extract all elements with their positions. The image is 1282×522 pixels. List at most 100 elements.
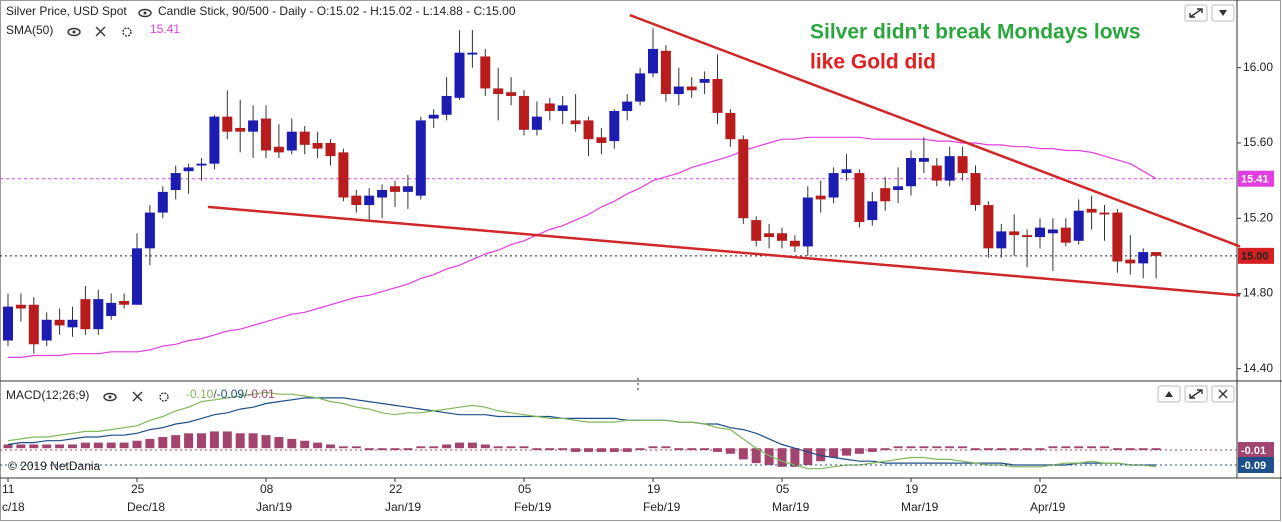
- candle-body: [970, 173, 981, 206]
- candle-body: [390, 186, 400, 192]
- histogram-bar: [480, 444, 490, 449]
- down-button[interactable]: [1211, 4, 1235, 22]
- y-tick-label: 14.40: [1243, 361, 1273, 375]
- expand-button[interactable]: [1184, 385, 1208, 403]
- candle-body: [441, 95, 452, 115]
- candle-body: [312, 142, 323, 149]
- histogram-bar: [854, 448, 864, 454]
- eye-icon[interactable]: [67, 27, 81, 37]
- candle-body: [686, 86, 697, 91]
- close-icon[interactable]: [132, 391, 143, 402]
- candle-body: [170, 173, 181, 190]
- macd-price-label: -0.01: [1241, 445, 1266, 457]
- x-tick-label: 02: [1034, 482, 1048, 496]
- candle-body: [493, 88, 504, 95]
- candle-body: [41, 319, 52, 341]
- legend-separator: /: [213, 387, 217, 401]
- histogram-bar: [197, 433, 206, 449]
- histogram-bar: [648, 446, 658, 449]
- histogram-bar: [1061, 446, 1071, 449]
- histogram-bar: [274, 437, 284, 449]
- candle-body: [944, 156, 955, 181]
- histogram-bar: [1022, 448, 1032, 451]
- candle-body: [596, 137, 607, 143]
- histogram-bar: [261, 435, 271, 449]
- x-tick-label: 05: [776, 482, 790, 496]
- histogram-bar: [442, 444, 452, 449]
- candle-body: [402, 186, 413, 192]
- eye-icon[interactable]: [138, 8, 152, 18]
- histogram-bar: [377, 448, 387, 451]
- histogram-bar: [971, 448, 980, 451]
- candle-body: [1125, 259, 1136, 264]
- candle-body: [519, 95, 529, 130]
- x-tick-label: 19: [647, 482, 661, 496]
- candle-body: [1112, 212, 1123, 262]
- candle-body: [338, 152, 349, 198]
- candle-body: [132, 248, 142, 305]
- candle-body: [841, 169, 852, 174]
- candle-body: [235, 127, 246, 132]
- candle-body: [222, 116, 233, 132]
- histogram-bar: [222, 431, 232, 449]
- candle-body: [415, 120, 426, 196]
- candle-body: [957, 156, 968, 174]
- histogram-bar: [1100, 446, 1109, 449]
- candle-body: [351, 195, 362, 206]
- histogram-bar: [1151, 448, 1161, 451]
- histogram-bar: [635, 448, 645, 451]
- histogram-bar: [209, 431, 219, 449]
- last-price-label: 15.00: [1241, 251, 1269, 263]
- histogram-bar: [958, 446, 968, 449]
- histogram-bar: [1035, 448, 1045, 451]
- eye-icon[interactable]: [103, 392, 117, 402]
- candle-body: [1022, 235, 1033, 238]
- candle-body: [119, 300, 130, 305]
- close-button[interactable]: [1211, 385, 1235, 403]
- candle-body: [583, 120, 594, 140]
- histogram-bar: [700, 448, 710, 451]
- close-icon[interactable]: [95, 26, 106, 37]
- x-tick-month: Feb/19: [643, 500, 681, 514]
- candle-body: [1151, 252, 1162, 256]
- histogram-bar: [803, 448, 813, 465]
- sma-price-label: 15.41: [1241, 174, 1269, 186]
- histogram-bar: [326, 444, 335, 449]
- histogram-bar: [996, 448, 1006, 451]
- candle-body: [880, 188, 891, 202]
- expand-button[interactable]: [1184, 4, 1208, 22]
- candle-body: [106, 302, 117, 317]
- histogram-bar: [713, 448, 722, 452]
- histogram-bar: [145, 438, 155, 449]
- candle-body: [15, 304, 26, 309]
- candle-body: [622, 101, 633, 111]
- candle-body: [157, 191, 168, 213]
- candle-body: [428, 114, 439, 119]
- candle-body: [906, 158, 916, 187]
- macd-line: [7, 391, 1157, 470]
- histogram-bar: [55, 444, 65, 449]
- histogram-bar: [584, 448, 593, 452]
- up-button[interactable]: [1157, 385, 1181, 403]
- drag-handle[interactable]: [637, 378, 639, 390]
- x-tick-label: 08: [260, 482, 274, 496]
- candle-body: [286, 131, 297, 151]
- histogram-bar: [532, 448, 542, 451]
- histogram-bar: [16, 444, 26, 449]
- x-tick-month: Apr/19: [1030, 500, 1066, 514]
- candle-body: [635, 73, 646, 102]
- histogram-bar: [351, 446, 361, 449]
- y-tick-label: 15.60: [1243, 135, 1273, 149]
- histogram-bar: [1138, 448, 1148, 451]
- histogram-bar: [364, 448, 374, 451]
- candle-body: [544, 103, 555, 111]
- candle-body: [273, 146, 284, 153]
- settings-icon[interactable]: [159, 392, 169, 402]
- x-tick-label: 11: [2, 482, 15, 496]
- histogram-bar: [493, 446, 503, 449]
- candle-body: [454, 52, 465, 98]
- candle-body: [54, 319, 65, 326]
- candle-body: [480, 56, 491, 89]
- settings-icon[interactable]: [122, 27, 132, 37]
- chart-title: Silver Price, USD Spot: [6, 4, 127, 18]
